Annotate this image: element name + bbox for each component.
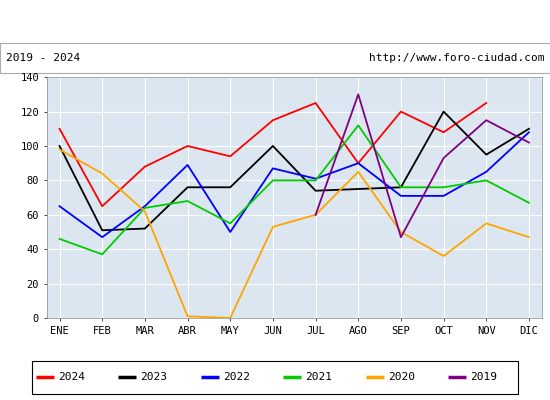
Text: 2021: 2021 bbox=[306, 372, 333, 382]
Text: 2020: 2020 bbox=[388, 372, 415, 382]
Text: 2019: 2019 bbox=[471, 372, 498, 382]
Text: 2023: 2023 bbox=[141, 372, 168, 382]
Text: 2022: 2022 bbox=[223, 372, 250, 382]
Text: http://www.foro-ciudad.com: http://www.foro-ciudad.com bbox=[369, 53, 544, 63]
Text: Evolucion Nº Turistas Extranjeros en el municipio de Hornachos: Evolucion Nº Turistas Extranjeros en el … bbox=[64, 15, 486, 28]
Text: 2019 - 2024: 2019 - 2024 bbox=[6, 53, 80, 63]
FancyBboxPatch shape bbox=[0, 43, 550, 73]
Text: 2024: 2024 bbox=[58, 372, 85, 382]
FancyBboxPatch shape bbox=[32, 361, 518, 394]
